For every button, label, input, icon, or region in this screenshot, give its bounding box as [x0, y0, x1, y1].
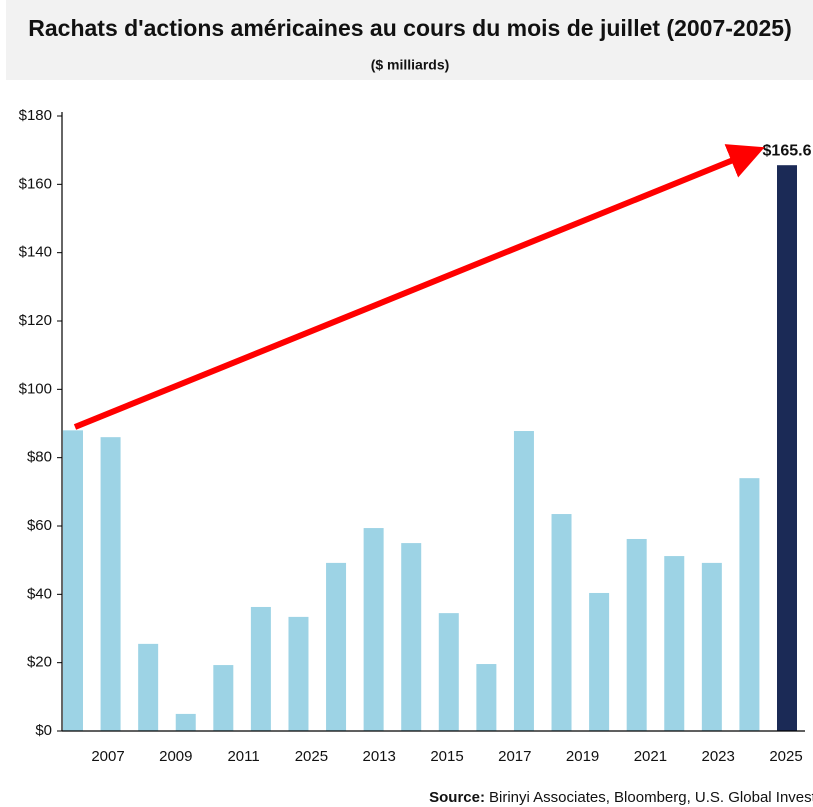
y-tick-label: $0 [35, 722, 52, 739]
bar [626, 538, 647, 731]
x-tick-label: 2021 [634, 748, 667, 765]
bar [100, 437, 121, 731]
y-tick-label: $140 [19, 244, 52, 261]
x-tick-label: 2025 [295, 748, 328, 765]
bar [401, 543, 422, 731]
bar [138, 643, 159, 731]
trend-arrow [73, 144, 765, 430]
bar [777, 165, 797, 731]
bar [664, 556, 685, 731]
y-tick-label: $20 [27, 654, 52, 671]
source-text: Birinyi Associates, Bloomberg, U.S. Glob… [489, 789, 813, 806]
y-tick-label: $180 [19, 107, 52, 124]
y-tick-label: $80 [27, 449, 52, 466]
source-label: Source: [429, 789, 485, 806]
bar [739, 478, 760, 731]
bar [701, 562, 722, 731]
y-tick-label: $160 [19, 175, 52, 192]
x-tick-label: 2007 [91, 748, 124, 765]
bar [513, 431, 534, 731]
plot: $0 $20 $40 $60 $80 $100 $120 $140 $160 $180 $165.6… [19, 107, 812, 765]
chart-title: Rachats d'actions américaines au cours d… [28, 15, 791, 41]
bar [326, 562, 347, 731]
chart-subtitle: ($ milliards) [371, 57, 450, 73]
y-tick-label: $40 [27, 585, 52, 602]
x-tick-label: 2019 [566, 748, 599, 765]
title-band [6, 0, 813, 80]
bar [175, 713, 196, 731]
x-tick-label: 2013 [363, 748, 396, 765]
bar [363, 528, 384, 731]
bar [438, 613, 459, 731]
bar [250, 606, 271, 731]
bar [476, 664, 497, 731]
y-tick-label: $60 [27, 517, 52, 534]
x-tick-label: 2023 [702, 748, 735, 765]
bar [288, 616, 309, 731]
x-tick-label: 2009 [159, 748, 192, 765]
y-tick-label: $100 [19, 380, 52, 397]
bar [589, 592, 610, 731]
x-tick-label: 2025 [769, 748, 802, 765]
y-tick-label: $120 [19, 312, 52, 329]
bar [551, 514, 572, 731]
bar [213, 665, 234, 731]
x-tick-label: 2015 [430, 748, 463, 765]
x-tick-label: 2011 [227, 748, 259, 765]
bar [63, 430, 83, 731]
value-label: $165.6 [763, 142, 812, 159]
x-tick-label: 2017 [498, 748, 531, 765]
